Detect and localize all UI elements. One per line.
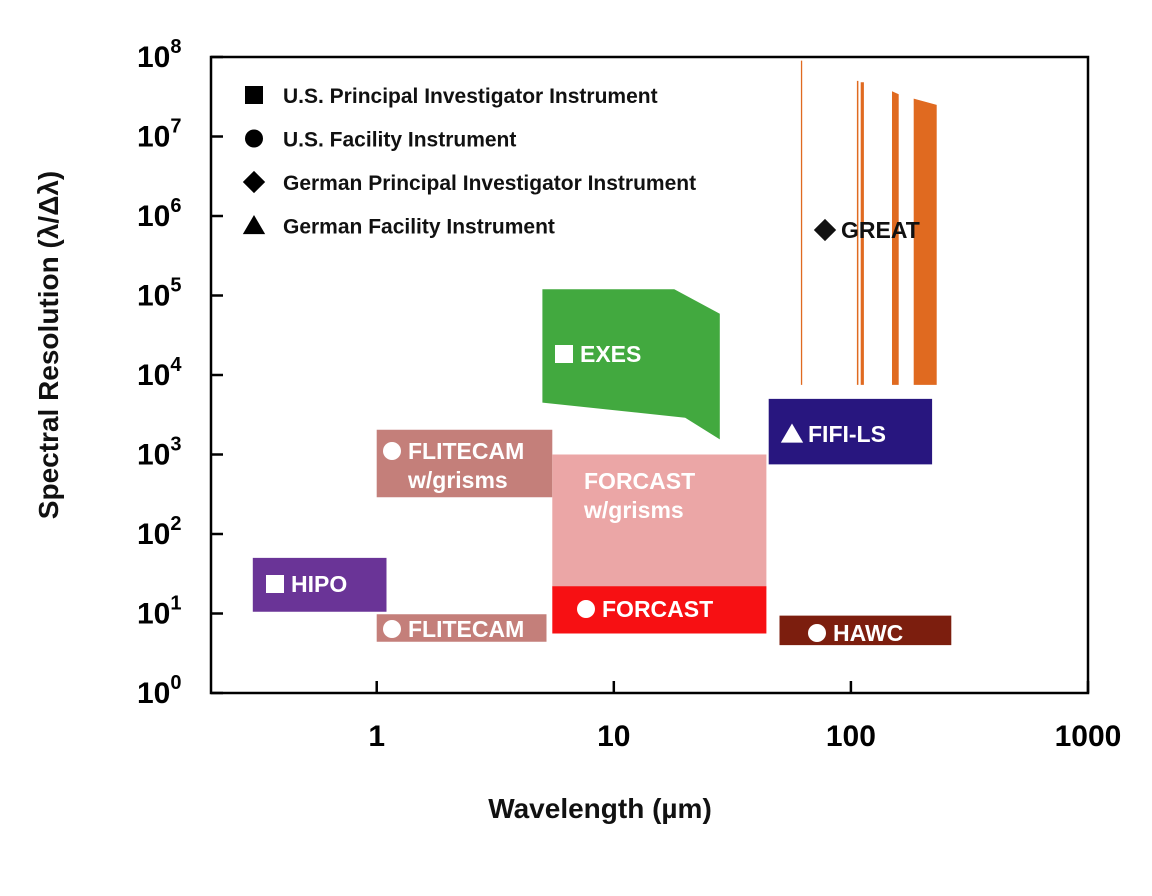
legend-label-diamond: German Principal Investigator Instrument xyxy=(283,172,696,195)
label-great: GREAT xyxy=(841,217,920,243)
instrument-labels: HIPO FLITECAM FLITECAM w/grisms FORCAST w/gri… xyxy=(266,217,920,646)
region-flitecam xyxy=(376,614,547,642)
y-tick-label: 100 xyxy=(137,672,182,710)
y-tick-label: 102 xyxy=(137,513,182,551)
y-tick-label: 101 xyxy=(137,593,182,631)
marker-forcast xyxy=(577,600,595,618)
label-flitecam: FLITECAM xyxy=(408,616,524,642)
legend-marker-diamond xyxy=(242,170,266,194)
label-forcast-w-grisms: FORCAST w/grisms xyxy=(583,468,695,523)
region-hipo xyxy=(252,557,387,612)
label-hipo: HIPO xyxy=(291,571,347,597)
legend-marker-square xyxy=(245,86,263,104)
x-tick-label: 1 xyxy=(368,720,385,753)
legend-marker-triangle xyxy=(242,215,266,235)
region-exes xyxy=(542,289,720,440)
y-tick-label: 106 xyxy=(137,195,182,233)
y-axis-title: Spectral Resolution (λ/Δλ) xyxy=(33,171,64,519)
label-hawc: HAWC xyxy=(833,620,903,646)
label-fifi-ls: FIFI-LS xyxy=(808,421,886,447)
region-great-band-5 xyxy=(913,98,937,385)
region-great-band-2 xyxy=(856,80,859,385)
marker-flitecam xyxy=(383,620,401,638)
axis-ticks: 1 10 100 1000 100 101 102 103 104 105 106 107 108 xyxy=(137,36,1121,753)
region-forcast xyxy=(552,586,767,634)
region-fifi-ls xyxy=(768,398,933,465)
region-great-band-3 xyxy=(860,82,864,385)
y-tick-label: 104 xyxy=(137,354,182,392)
label-exes: EXES xyxy=(580,341,641,367)
x-axis-title: Wavelength (µm) xyxy=(488,793,712,824)
marker-hipo xyxy=(266,575,284,593)
region-flitecam-w-grisms xyxy=(376,429,553,498)
legend-label-square: U.S. Principal Investigator Instrument xyxy=(283,85,658,108)
region-great-band-1 xyxy=(800,60,803,385)
x-tick-label: 10 xyxy=(597,720,630,753)
legend-marker-circle xyxy=(245,129,263,148)
y-tick-label: 108 xyxy=(137,36,182,74)
region-great-band-4 xyxy=(892,91,899,385)
x-tick-label: 1000 xyxy=(1055,720,1122,753)
legend-label-triangle: German Facility Instrument xyxy=(283,216,555,239)
x-tick-label: 100 xyxy=(826,720,876,753)
marker-hawc xyxy=(808,624,826,642)
legend: U.S. Principal Investigator Instrument U.… xyxy=(242,85,696,239)
marker-great xyxy=(813,218,837,242)
y-tick-label: 107 xyxy=(137,116,182,154)
marker-fifi-ls xyxy=(780,423,804,443)
instrument-regions xyxy=(252,60,952,646)
label-forcast: FORCAST xyxy=(602,596,713,622)
marker-flitecam-w-grisms xyxy=(383,442,401,460)
marker-exes xyxy=(555,345,573,363)
y-tick-label: 105 xyxy=(137,275,182,313)
y-tick-label: 103 xyxy=(137,434,182,472)
legend-label-circle: U.S. Facility Instrument xyxy=(283,129,516,152)
region-forcast-w-grisms xyxy=(552,454,767,590)
label-flitecam-w-grisms: FLITECAM w/grisms xyxy=(407,438,524,493)
